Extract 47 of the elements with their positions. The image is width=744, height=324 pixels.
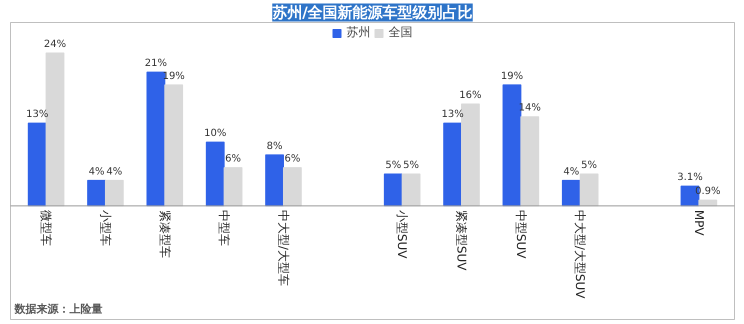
x-tick-label: 微型车	[39, 210, 54, 246]
x-tick-label: 小型SUV	[395, 210, 410, 260]
x-tick-label: 中大型/大型车	[276, 210, 290, 286]
bar	[104, 180, 124, 206]
bar	[87, 180, 106, 206]
data-label: 16%	[459, 90, 482, 101]
bar	[265, 154, 284, 206]
bar	[402, 174, 420, 206]
data-label: 19%	[500, 70, 524, 82]
bar	[164, 84, 184, 206]
data-label: 5%	[581, 160, 598, 172]
data-label: 4%	[106, 166, 122, 178]
data-label: 4%	[563, 166, 580, 178]
bar	[384, 174, 403, 206]
bar	[502, 84, 522, 206]
data-label: 8%	[266, 140, 283, 152]
bar	[28, 122, 47, 206]
data-label: 5%	[403, 160, 420, 172]
data-label: 21%	[144, 58, 168, 70]
bar	[224, 167, 242, 206]
data-label: 24%	[44, 39, 66, 50]
bar	[520, 116, 540, 206]
x-tick-label: 小型车	[98, 210, 112, 246]
bar	[206, 142, 225, 206]
data-label: 4%	[88, 166, 104, 178]
x-tick-label: 紧凑型车	[158, 210, 172, 258]
data-label: 3.1%	[677, 172, 703, 184]
bar	[282, 167, 302, 206]
x-tick-label: 中型车	[217, 210, 232, 246]
data-label: 6%	[225, 154, 241, 165]
bar	[562, 180, 581, 206]
bar	[443, 122, 462, 206]
data-label: 10%	[204, 128, 226, 140]
legend-label: 全国	[388, 24, 412, 41]
chart-title: 苏州/全国新能源车型级别占比	[271, 4, 473, 22]
bar	[580, 174, 599, 206]
x-tick-label: 中型SUV	[514, 210, 528, 260]
data-label: 13%	[26, 109, 48, 120]
x-tick-label: 中大型/大型SUV	[573, 210, 588, 300]
x-tick-label: 紧凑型SUV	[454, 210, 469, 272]
data-label: 5%	[385, 160, 402, 172]
x-tick-label: MPV	[692, 210, 706, 236]
data-label: 6%	[284, 154, 300, 165]
source-note: 数据来源：上险量	[14, 302, 102, 316]
bar	[146, 72, 166, 206]
data-label: 13%	[442, 109, 464, 120]
legend-label: 苏州	[346, 24, 370, 41]
